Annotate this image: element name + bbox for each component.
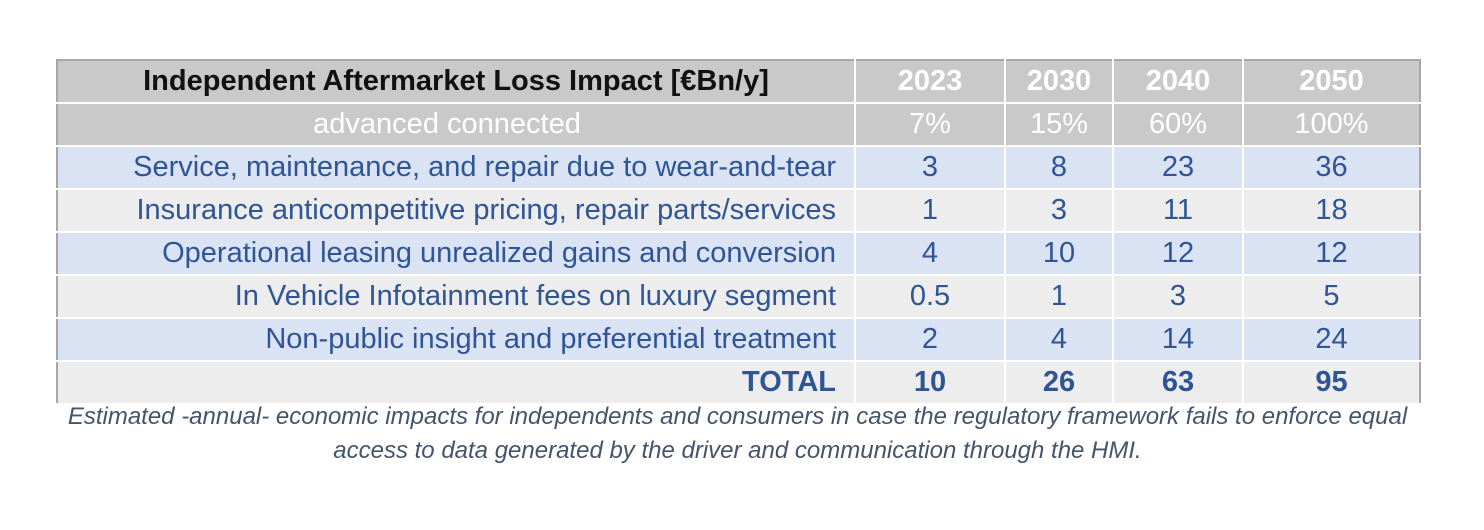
table-row: Service, maintenance, and repair due to … bbox=[57, 146, 1420, 190]
year-header-2040: 2040 bbox=[1112, 60, 1243, 104]
total-value: 26 bbox=[1004, 361, 1113, 405]
row-label: Non-public insight and preferential trea… bbox=[57, 318, 855, 362]
adoption-label: advanced connected bbox=[57, 103, 855, 147]
table-title: Independent Aftermarket Loss Impact [€Bn… bbox=[57, 60, 855, 104]
year-header-2023: 2023 bbox=[854, 60, 1005, 104]
table-row: In Vehicle Infotainment fees on luxury s… bbox=[57, 275, 1420, 319]
row-value: 5 bbox=[1242, 275, 1420, 319]
row-value: 18 bbox=[1242, 189, 1420, 233]
row-label: Operational leasing unrealized gains and… bbox=[57, 232, 855, 276]
row-value: 3 bbox=[1112, 275, 1243, 319]
adoption-value: 15% bbox=[1004, 103, 1113, 147]
table-header-row: Independent Aftermarket Loss Impact [€Bn… bbox=[57, 60, 1420, 104]
total-value: 95 bbox=[1242, 361, 1420, 405]
adoption-row: advanced connected 7% 15% 60% 100% bbox=[57, 103, 1420, 147]
row-value: 2 bbox=[854, 318, 1005, 362]
table-row: Operational leasing unrealized gains and… bbox=[57, 232, 1420, 276]
row-value: 4 bbox=[854, 232, 1005, 276]
row-value: 11 bbox=[1112, 189, 1243, 233]
total-value: 10 bbox=[854, 361, 1005, 405]
row-value: 3 bbox=[1004, 189, 1113, 233]
row-value: 12 bbox=[1112, 232, 1243, 276]
row-value: 23 bbox=[1112, 146, 1243, 190]
loss-impact-table: Independent Aftermarket Loss Impact [€Bn… bbox=[56, 59, 1421, 405]
row-value: 12 bbox=[1242, 232, 1420, 276]
table-caption: Estimated -annual- economic impacts for … bbox=[67, 403, 1408, 464]
row-value: 1 bbox=[854, 189, 1005, 233]
row-value: 14 bbox=[1112, 318, 1243, 362]
row-value: 8 bbox=[1004, 146, 1113, 190]
row-value: 24 bbox=[1242, 318, 1420, 362]
year-header-2030: 2030 bbox=[1004, 60, 1113, 104]
adoption-value: 100% bbox=[1242, 103, 1420, 147]
year-header-2050: 2050 bbox=[1242, 60, 1420, 104]
row-label: Insurance anticompetitive pricing, repai… bbox=[57, 189, 855, 233]
table-row: Non-public insight and preferential trea… bbox=[57, 318, 1420, 362]
row-value: 10 bbox=[1004, 232, 1113, 276]
row-value: 36 bbox=[1242, 146, 1420, 190]
row-label: Service, maintenance, and repair due to … bbox=[57, 146, 855, 190]
total-label: TOTAL bbox=[57, 361, 855, 405]
table-row: Insurance anticompetitive pricing, repai… bbox=[57, 189, 1420, 233]
total-value: 63 bbox=[1112, 361, 1243, 405]
adoption-value: 7% bbox=[854, 103, 1005, 147]
adoption-value: 60% bbox=[1112, 103, 1243, 147]
total-row: TOTAL 10 26 63 95 bbox=[57, 361, 1420, 405]
row-label: In Vehicle Infotainment fees on luxury s… bbox=[57, 275, 855, 319]
row-value: 1 bbox=[1004, 275, 1113, 319]
row-value: 3 bbox=[854, 146, 1005, 190]
row-value: 4 bbox=[1004, 318, 1113, 362]
row-value: 0.5 bbox=[854, 275, 1005, 319]
